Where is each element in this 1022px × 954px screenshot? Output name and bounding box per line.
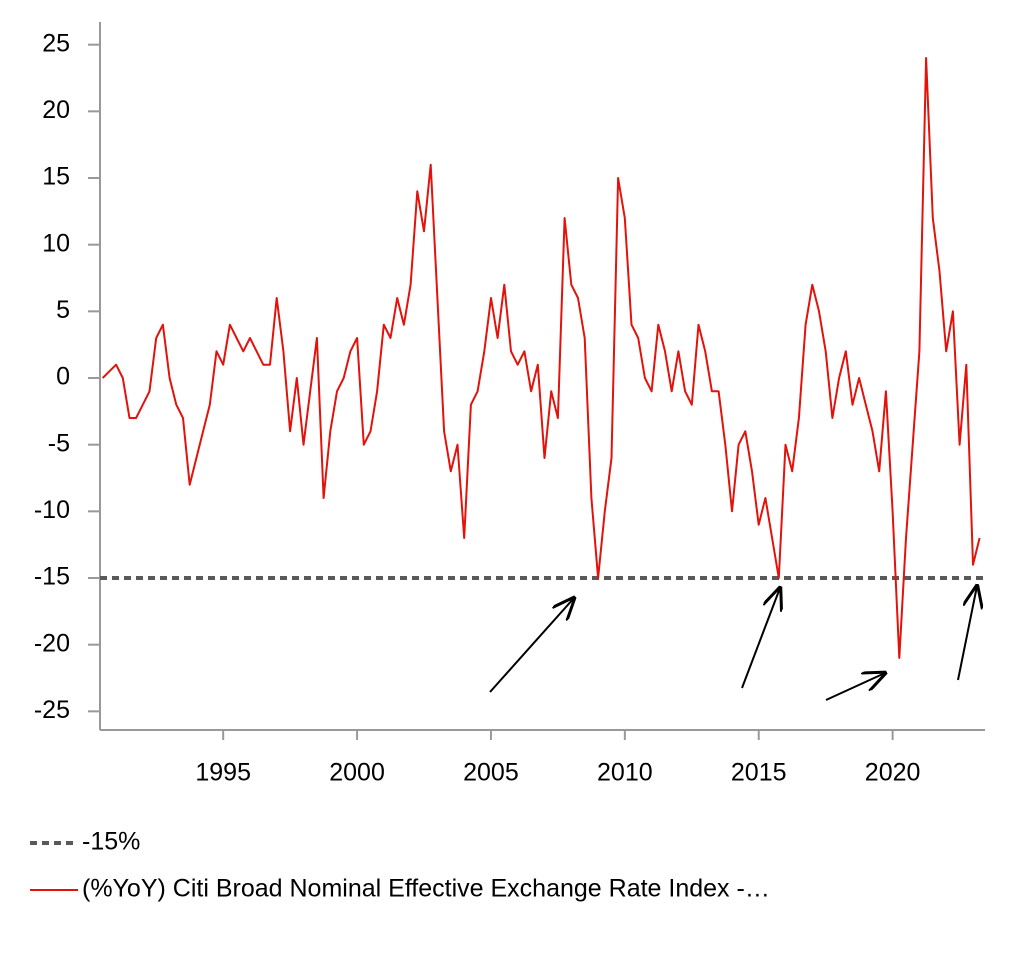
y-tick-label: -5	[48, 429, 70, 457]
y-tick-label: 20	[42, 96, 70, 124]
y-tick-label: 5	[56, 296, 70, 324]
annotation-arrows	[489, 586, 977, 701]
y-tick-label: -10	[34, 496, 70, 524]
y-tick-label: -20	[34, 629, 70, 657]
arrow	[741, 588, 780, 689]
y-tick-label: -25	[34, 696, 70, 724]
y-tick-label: 25	[42, 29, 70, 57]
y-tick-label: 15	[42, 163, 70, 191]
legend-label: (%YoY) Citi Broad Nominal Effective Exch…	[82, 875, 770, 903]
x-tick-label: 2020	[865, 759, 921, 787]
x-tick-label: 2005	[463, 759, 519, 787]
legend-label: -15%	[82, 828, 140, 856]
x-tick-label: 2000	[329, 759, 385, 787]
x-tick-label: 1995	[195, 759, 251, 787]
y-tick-label: -15	[34, 563, 70, 591]
x-tick-label: 2010	[597, 759, 653, 787]
arrow	[957, 586, 977, 681]
x-tick-label: 2015	[731, 759, 787, 787]
arrow	[489, 598, 574, 693]
y-tick-label: 0	[56, 363, 70, 391]
y-tick-label: 10	[42, 229, 70, 257]
arrow	[825, 673, 885, 701]
series-line	[101, 57, 981, 659]
